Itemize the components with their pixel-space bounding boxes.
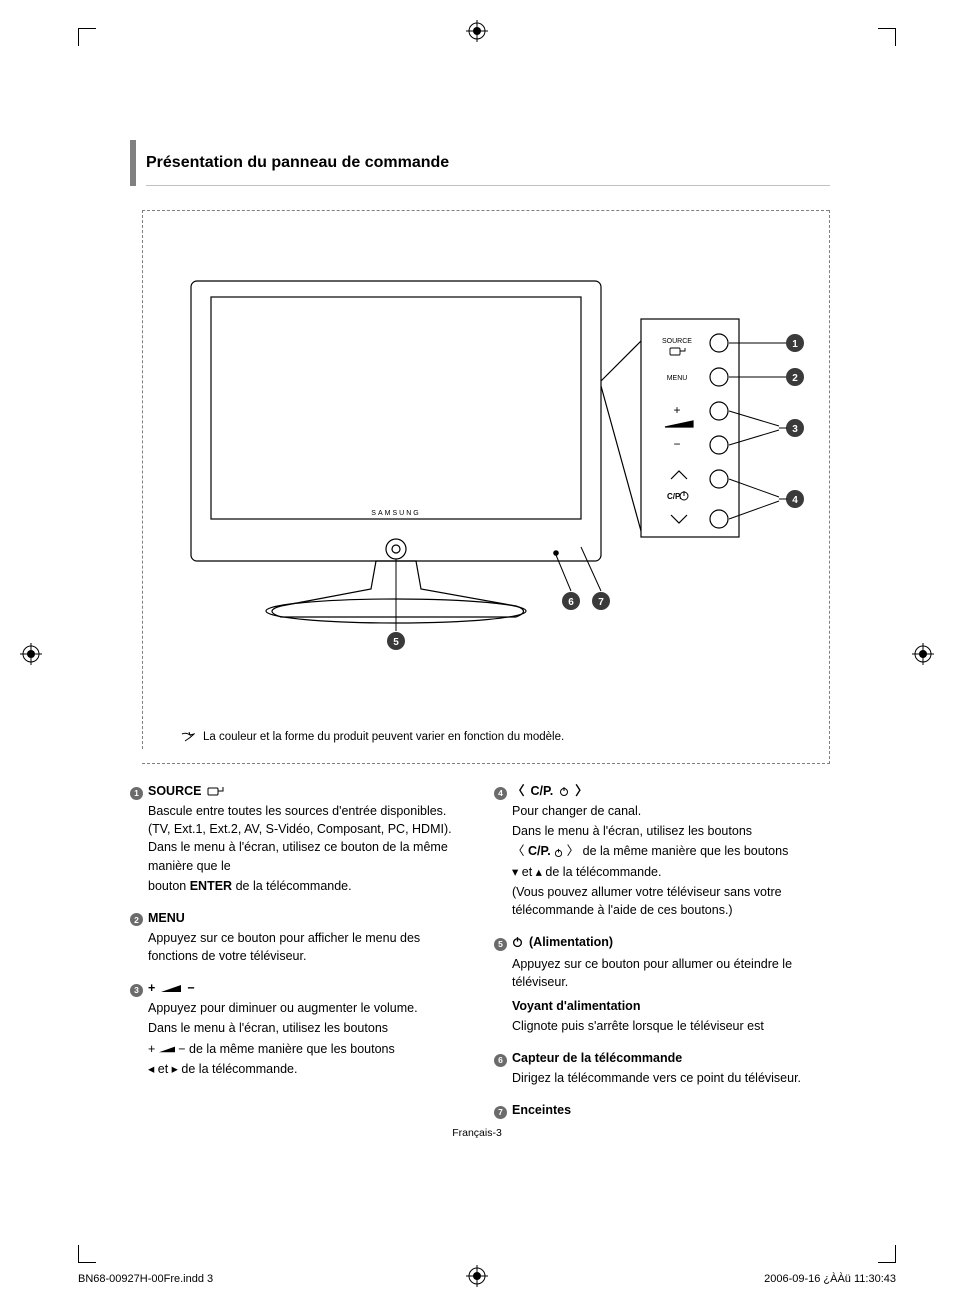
power-icon — [512, 936, 523, 947]
item-1: 1 SOURCE Bascule entre toutes les source… — [130, 782, 466, 895]
registration-mark-icon — [912, 643, 934, 665]
callout-4: 4 — [729, 479, 804, 519]
registration-mark-icon — [466, 20, 488, 42]
item-4-body-c: 〈 C/P. 〉 de la même manière que les bout… — [512, 842, 830, 860]
callout-7: 7 — [581, 547, 610, 610]
item-3-title: + − — [148, 979, 195, 997]
item-5-body-a: Appuyez sur ce bouton pour allumer ou ét… — [512, 955, 830, 991]
item-3-body-a: Appuyez pour diminuer ou augmenter le vo… — [148, 999, 466, 1017]
item-4-body-e: (Vous pouvez allumer votre téléviseur sa… — [512, 883, 830, 919]
footer-filename: BN68-00927H-00Fre.indd 3 — [78, 1273, 213, 1285]
brand-label: SAMSUNG — [371, 510, 420, 517]
item-4-title: 〈 C/P. 〉 — [512, 782, 588, 800]
svg-text:4: 4 — [792, 495, 798, 506]
left-column: 1 SOURCE Bascule entre toutes les source… — [130, 782, 466, 1134]
item-6: 6 Capteur de la télécommande Dirigez la … — [494, 1049, 830, 1087]
item-7-title: Enceintes — [512, 1101, 571, 1119]
svg-text:C/P.: C/P. — [667, 492, 682, 501]
crop-mark — [878, 1245, 896, 1263]
num-badge: 5 — [494, 938, 507, 951]
callout-3: 3 — [729, 411, 804, 445]
right-column: 4 〈 C/P. 〉 Pour changer de canal. Dans l… — [494, 782, 830, 1134]
item-7: 7 Enceintes — [494, 1101, 830, 1120]
crop-mark — [878, 28, 896, 46]
crop-mark — [78, 28, 96, 46]
item-1-title: SOURCE — [148, 782, 201, 800]
registration-mark-icon — [466, 1265, 488, 1287]
note-text: La couleur et la forme du produit peuven… — [203, 731, 564, 743]
page-number: Français-3 — [0, 1127, 954, 1139]
num-badge: 7 — [494, 1106, 507, 1119]
enter-icon — [207, 785, 225, 797]
item-1-body-a: Bascule entre toutes les sources d'entré… — [148, 802, 466, 875]
callout-6: 6 — [556, 555, 580, 610]
item-2: 2 MENU Appuyez sur ce bouton pour affich… — [130, 909, 466, 965]
item-6-title: Capteur de la télécommande — [512, 1049, 682, 1067]
svg-text:+: + — [673, 403, 680, 417]
item-2-body: Appuyez sur ce bouton pour afficher le m… — [148, 929, 466, 965]
num-badge: 6 — [494, 1054, 507, 1067]
item-3-body-d: et de la télécommande. — [148, 1060, 466, 1078]
svg-text:5: 5 — [393, 637, 399, 648]
diagram-note: La couleur et la forme du produit peuven… — [171, 731, 811, 743]
item-3: 3 + − Appuyez pour diminuer ou augmenter… — [130, 979, 466, 1078]
title-accent-bar — [130, 140, 136, 186]
svg-text:1: 1 — [792, 339, 798, 350]
item-5-body-b: Clignote puis s'arrête lorsque le télévi… — [512, 1017, 830, 1035]
page-title: Présentation du panneau de commande — [146, 140, 830, 186]
item-4: 4 〈 C/P. 〉 Pour changer de canal. Dans l… — [494, 782, 830, 919]
section-header: Présentation du panneau de commande — [130, 140, 830, 186]
volume-icon — [161, 983, 181, 993]
item-3-body-b: Dans le menu à l'écran, utilisez les bou… — [148, 1019, 466, 1037]
svg-text:6: 6 — [568, 597, 574, 608]
item-4-body-b: Dans le menu à l'écran, utilisez les bou… — [512, 822, 830, 840]
num-badge: 2 — [130, 913, 143, 926]
item-6-body: Dirigez la télécommande vers ce point du… — [512, 1069, 830, 1087]
num-badge: 4 — [494, 787, 507, 800]
note-arrow-icon — [181, 732, 195, 742]
svg-text:−: − — [673, 437, 680, 451]
callout-2: 2 — [729, 368, 804, 386]
tv-control-panel-diagram: SAMSUNG SOURCE — [171, 271, 811, 671]
callout-5: 5 — [387, 559, 405, 650]
power-icon — [559, 786, 569, 796]
item-4-body-d: et de la télécommande. — [512, 863, 830, 881]
svg-text:SOURCE: SOURCE — [662, 338, 692, 345]
item-2-title: MENU — [148, 909, 185, 927]
svg-text:MENU: MENU — [667, 375, 688, 382]
item-4-body-a: Pour changer de canal. — [512, 802, 830, 820]
registration-mark-icon — [20, 643, 42, 665]
diagram-container: SAMSUNG SOURCE — [142, 210, 830, 764]
item-5-title: (Alimentation) — [512, 933, 613, 951]
crop-mark — [78, 1245, 96, 1263]
item-5-sub: Voyant d'alimentation — [512, 997, 830, 1015]
item-1-body-b: bouton ENTER de la télécommande. — [148, 877, 466, 895]
num-badge: 1 — [130, 787, 143, 800]
svg-text:3: 3 — [792, 424, 798, 435]
item-5: 5 (Alimentation) Appuyez sur ce bouton p… — [494, 933, 830, 1035]
callout-1: 1 — [729, 334, 804, 352]
footer-timestamp: 2006-09-16 ¿ÀÀü 11:30:43 — [764, 1273, 896, 1285]
num-badge: 3 — [130, 984, 143, 997]
description-columns: 1 SOURCE Bascule entre toutes les source… — [130, 782, 830, 1134]
svg-text:2: 2 — [792, 373, 798, 384]
svg-text:7: 7 — [598, 597, 604, 608]
item-3-body-c: + − de la même manière que les boutons — [148, 1040, 466, 1058]
